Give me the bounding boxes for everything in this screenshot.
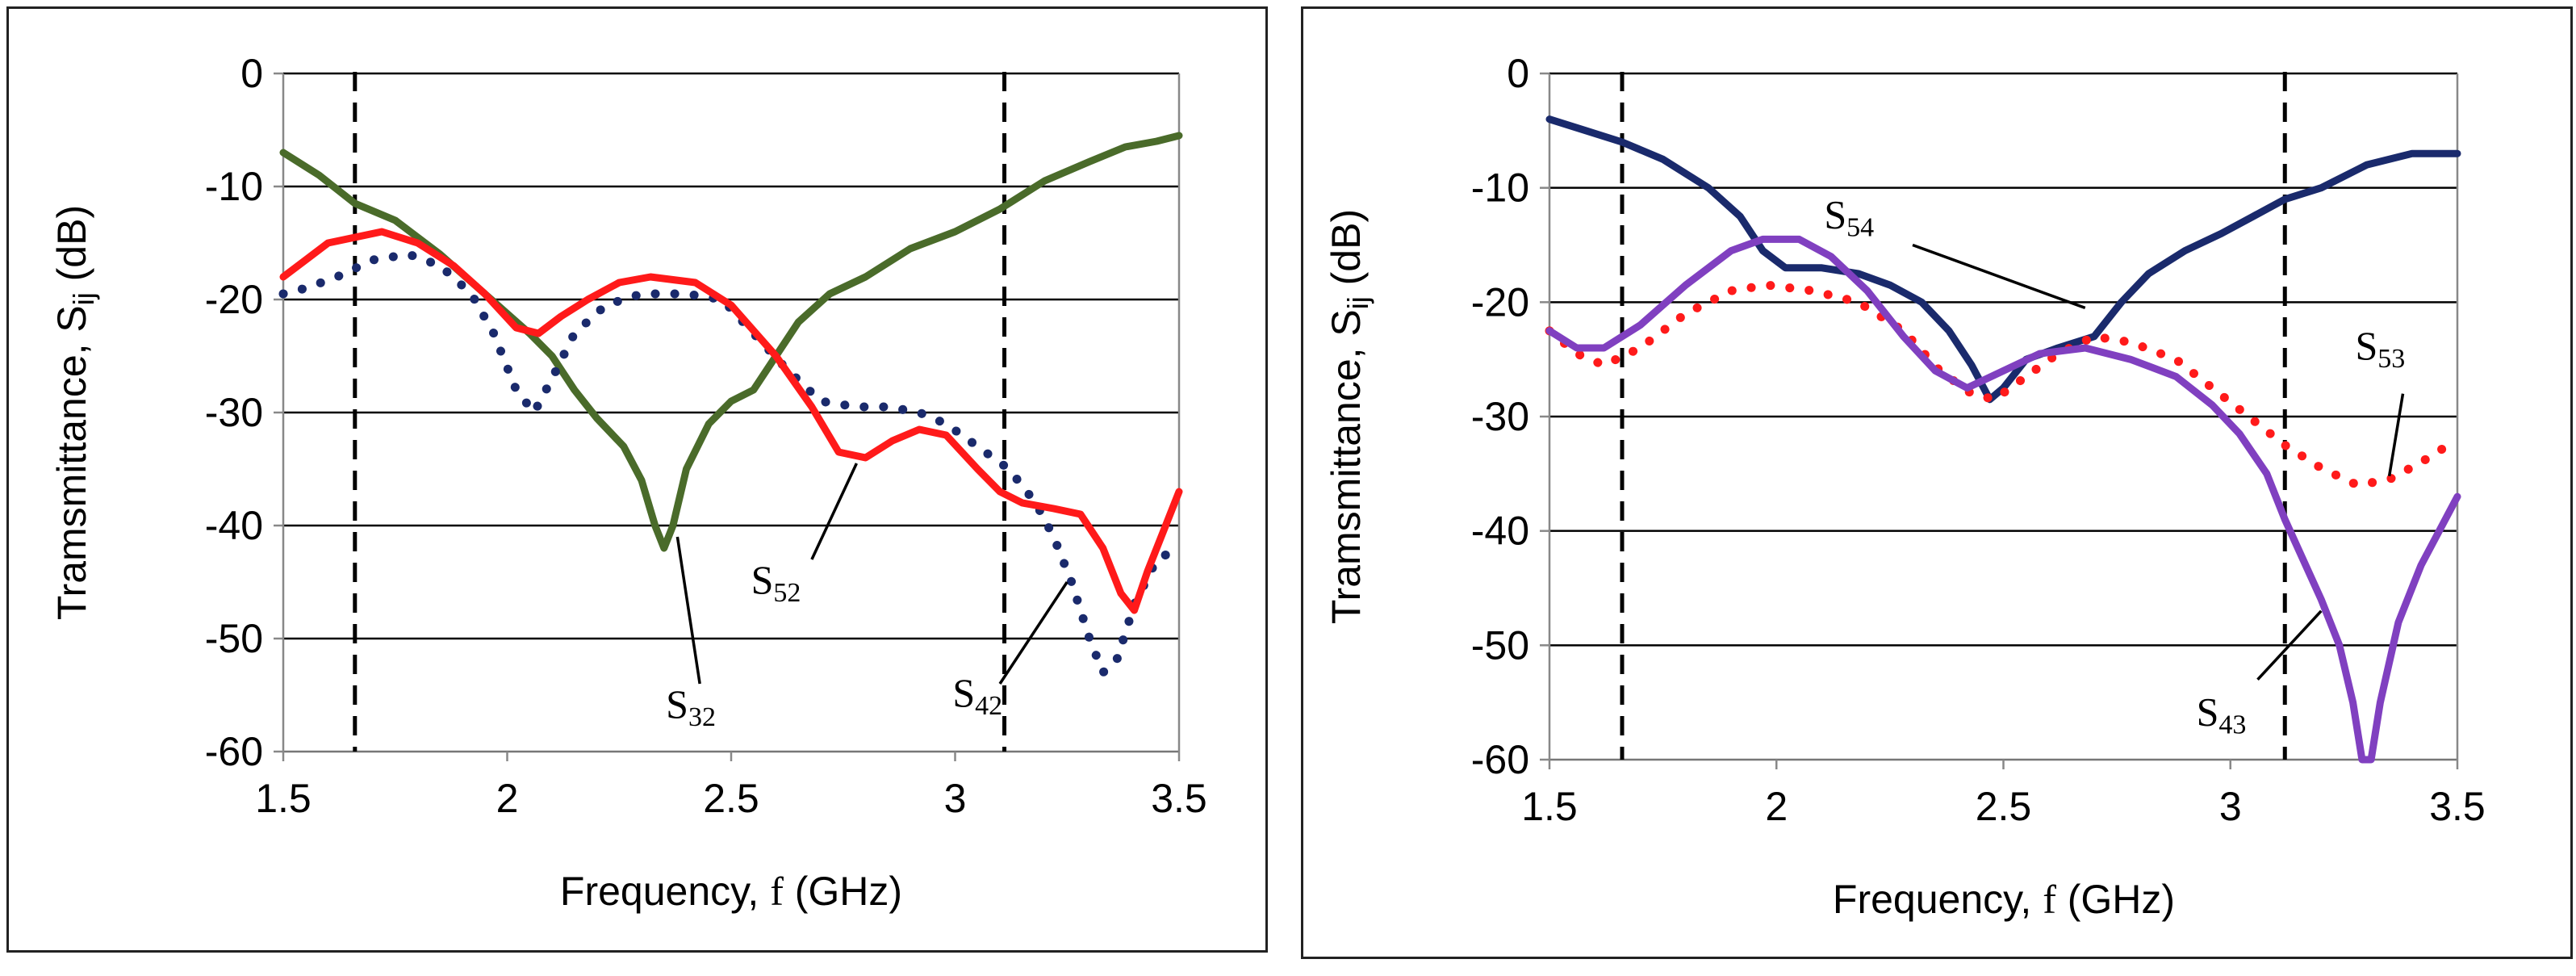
leader-line-s32 [675, 536, 701, 685]
left-chart-panel: 0 -10 -20 -30 -40 -50 -60 1.5 2 2.5 3 3.5 Frequency,… [6, 6, 1268, 953]
series-label-s43: S43 [2197, 689, 2247, 740]
x-tick-label: 1.5 [1521, 784, 1578, 829]
y-tick-label: -40 [205, 503, 263, 548]
series-label-s54: S54 [1824, 191, 1874, 242]
series-line-s43 [1545, 235, 2461, 764]
series-line-s32 [279, 132, 1183, 552]
leader-line-s43 [2256, 609, 2323, 681]
series-label-s32: S32 [666, 681, 716, 732]
x-tick-label: 3.5 [1151, 776, 1207, 821]
right-chart: 0 -10 -20 -30 -40 -50 -601.5 2 2.5 3 3.5 Frequency,… [1324, 51, 2486, 922]
x-tick-label: 3 [944, 776, 967, 821]
leader-line-s52 [810, 463, 858, 560]
y-tick-label: -50 [205, 616, 263, 661]
series-line-s54 [1545, 115, 2461, 404]
x-axis-label: Frequency, f (GHz) [560, 869, 902, 914]
y-axis-label: Tramsmittance, Sij (dB) [1324, 209, 1374, 624]
x-tick-label: 2.5 [1976, 784, 2032, 829]
y-tick-label: -30 [1471, 394, 1529, 439]
y-axis-label: Tramsmittance, Sij (dB) [49, 205, 100, 620]
left-chart: 0 -10 -20 -30 -40 -50 -601.5 2 2.5 3 3.5 Frequency,… [49, 51, 1207, 914]
y-tick-label: -40 [1471, 509, 1529, 554]
series-line-s53 [1545, 280, 2462, 490]
x-tick-label: 3 [2219, 784, 2242, 829]
x-axis-label: Frequency, f (GHz) [1833, 877, 2175, 922]
x-tick-label: 2.5 [703, 776, 759, 821]
y-tick-label: -50 [1471, 622, 1529, 668]
y-tick-label: -20 [205, 277, 263, 322]
series-line-s42 [278, 249, 1184, 677]
y-tick-label: -60 [205, 729, 263, 774]
series-label-s42: S42 [952, 670, 1002, 721]
x-tick-label: 1.5 [255, 776, 312, 821]
y-tick-label: -20 [1471, 279, 1529, 325]
leader-line-s53 [2387, 393, 2405, 476]
y-tick-label: 0 [1507, 51, 1529, 96]
x-tick-label: 3.5 [2429, 784, 2486, 829]
series-label-s53: S53 [2355, 323, 2405, 374]
y-tick-label: -30 [205, 390, 263, 435]
x-tick-label: 2 [496, 776, 519, 821]
y-tick-label: -60 [1471, 737, 1529, 782]
leader-line-s54 [1912, 243, 2086, 310]
leader-line-s42 [998, 581, 1068, 685]
y-tick-label: 0 [240, 51, 263, 96]
y-tick-label: -10 [205, 164, 263, 209]
y-tick-label: -10 [1471, 165, 1529, 211]
right-chart-panel: 0 -10 -20 -30 -40 -50 -60 1.5 2 2.5 3 3.5 Frequency,… [1301, 6, 2573, 959]
x-tick-label: 2 [1765, 784, 1788, 829]
series-label-s52: S52 [751, 557, 801, 608]
series-line-s52 [279, 228, 1183, 614]
